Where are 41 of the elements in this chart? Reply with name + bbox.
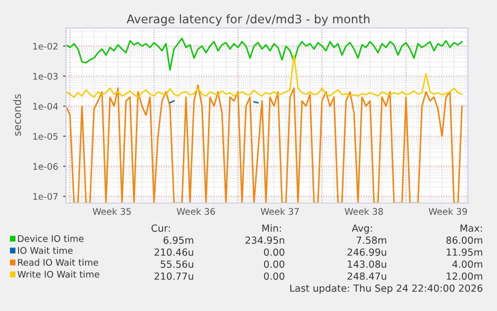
legend-label: Device IO time [18, 235, 84, 242]
text: 246.99u [348, 248, 386, 256]
line-series [66, 38, 463, 71]
text: 7.58m [356, 236, 386, 244]
x-tick-label: Week 38 [344, 208, 383, 215]
text: 55.56u [160, 260, 194, 268]
x-tick-label: Week 37 [260, 208, 299, 215]
text: Cur: [151, 224, 170, 232]
y-tick-label: 1e-07 [33, 193, 58, 200]
y-tick-label: 1e-02 [33, 42, 58, 50]
legend-label: Write IO Wait time [18, 270, 100, 278]
text: Min: [262, 224, 281, 232]
line-series [66, 84, 463, 203]
text: 4.00m [452, 260, 482, 268]
text: 6.95m [164, 236, 194, 244]
text: Last update: Thu Sep 24 22:40:00 2026 [290, 284, 482, 294]
text: 143.08u [348, 260, 386, 268]
x-tick-label: Week 39 [428, 208, 467, 215]
text: 0.00 [264, 260, 284, 268]
chart-title: Average latency for /dev/md3 - by month [126, 14, 370, 26]
y-tick-label: 1e-04 [33, 102, 58, 110]
text: 0.00 [264, 272, 284, 280]
text: 0.00 [264, 248, 284, 256]
text: Max: [460, 224, 482, 232]
text: Avg: [352, 224, 372, 234]
line-series [66, 54, 463, 98]
text: 234.95n [246, 236, 284, 244]
legend-label: IO Wait time [18, 246, 73, 254]
text: 11.95m [446, 248, 482, 256]
x-tick-label: Week 35 [92, 208, 131, 215]
text: 210.46u [154, 248, 194, 256]
text: 248.47u [348, 272, 386, 280]
y-tick-label: 1e-06 [33, 163, 58, 170]
y-tick-label: 1e-05 [33, 132, 58, 140]
y-tick-label: 1e-03 [33, 72, 58, 80]
legend-label: Read IO Wait time [18, 258, 98, 266]
text: 12.00m [446, 272, 482, 280]
text: 210.77u [154, 272, 194, 280]
y-axis-title: seconds [12, 94, 22, 136]
text: 86.00m [446, 236, 482, 244]
x-tick-label: Week 36 [176, 208, 215, 215]
